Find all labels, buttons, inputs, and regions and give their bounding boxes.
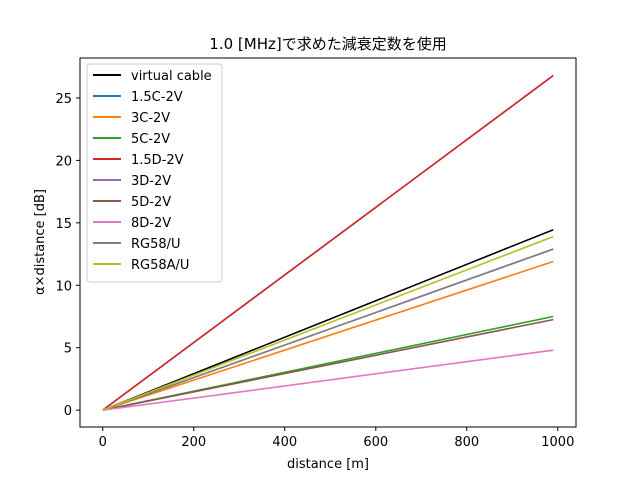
- y-tick-label-3: 15: [55, 217, 72, 232]
- y-tick-label-2: 10: [55, 279, 72, 294]
- y-tick-label-0: 0: [64, 404, 72, 419]
- series-line-0: [102, 228, 554, 411]
- legend-label-2: 3C-2V: [131, 111, 170, 126]
- plot-frame: [79, 57, 577, 428]
- legend-label-4: 1.5D-2V: [131, 153, 184, 168]
- series-line-8: [102, 248, 554, 411]
- series-line-7: [102, 349, 554, 411]
- series-line-4: [102, 74, 554, 411]
- legend-frame: [86, 63, 223, 283]
- plot-lines: [102, 74, 554, 411]
- y-tick-label-4: 20: [55, 154, 72, 169]
- y-tick-label-5: 25: [55, 92, 72, 107]
- x-tick-label-1: 200: [181, 435, 206, 450]
- legend-label-6: 5D-2V: [131, 195, 171, 210]
- chart-title: 1.0 [MHz]で求めた減衰定数を使用: [209, 35, 446, 53]
- series-line-9: [102, 235, 554, 411]
- series-line-6: [102, 318, 554, 411]
- x-tick-label-3: 600: [363, 435, 388, 450]
- legend-label-7: 8D-2V: [131, 216, 171, 231]
- legend-label-1: 1.5C-2V: [131, 90, 183, 105]
- x-tick-label-2: 400: [272, 435, 297, 450]
- x-axis: 0 200 400 600 800 1000: [99, 427, 574, 450]
- legend-label-5: 3D-2V: [131, 174, 171, 189]
- series-line-2: [102, 260, 554, 411]
- legend-label-8: RG58/U: [131, 237, 181, 252]
- x-axis-label: distance [m]: [287, 457, 369, 472]
- x-tick-label-4: 800: [454, 435, 479, 450]
- y-tick-label-1: 5: [64, 342, 72, 357]
- legend-label-9: RG58A/U: [131, 258, 189, 273]
- legend-label-3: 5C-2V: [131, 132, 170, 147]
- x-tick-label-0: 0: [99, 435, 107, 450]
- legend: virtual cable 1.5C-2V 3C-2V 5C-2V 1.5D-2V 3D-…: [86, 63, 223, 283]
- y-axis-label: α×distance [dB]: [33, 189, 48, 295]
- x-tick-label-5: 1000: [541, 435, 574, 450]
- y-axis: 0 5 10 15 20 25: [55, 92, 80, 419]
- legend-label-0: virtual cable: [131, 69, 212, 84]
